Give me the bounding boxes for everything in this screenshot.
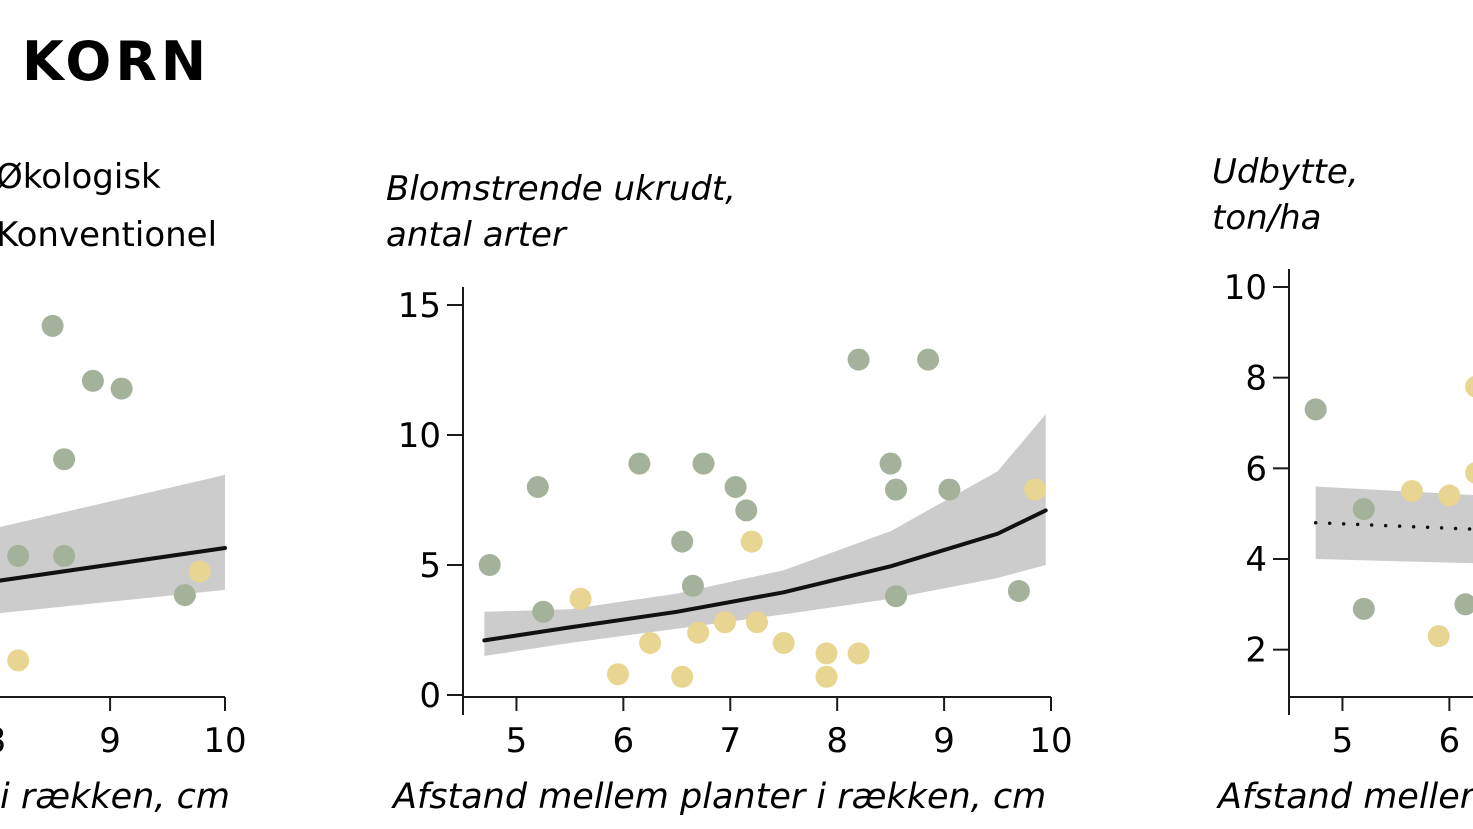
point-conventional [1024,478,1046,501]
point-organic [735,499,758,522]
point-organic [681,574,704,597]
x-tick-label: 5 [1332,721,1354,761]
chart-left: 8 9 10 i rækken, cm [0,314,247,817]
point-conventional [847,642,870,665]
x-tick-label: 7 [719,721,741,761]
point-conventional [671,665,694,688]
x-axis-label: Afstand mellem planter i rækken, cm [391,777,1046,817]
point-organic [532,600,555,623]
point-conventional [815,665,838,688]
point-conventional [740,530,763,553]
point-conventional [772,632,795,654]
y-axis-label: ton/ha [1212,198,1322,238]
y-tick-label: 5 [419,546,441,586]
point-conventional [1465,462,1473,484]
point-organic [885,478,907,501]
point-organic [692,452,715,475]
x-tick-label: 6 [1439,721,1461,761]
y-tick-label: 4 [1245,540,1267,580]
y-tick-label: 10 [398,416,441,456]
point-organic [53,544,76,567]
point-conventional [1400,480,1423,502]
x-tick-label: 10 [1029,721,1072,761]
legend: Økologisk Konventionel [0,157,217,255]
point-conventional [815,642,838,665]
point-conventional [746,611,768,634]
x-tick-label: 8 [0,721,6,761]
legend-label-conventional: Konventionel [0,215,217,255]
x-tick-label: 6 [613,721,635,761]
point-organic [1304,398,1327,421]
point-conventional [713,611,736,634]
point-organic [478,554,501,576]
point-organic [847,348,870,371]
y-tick-label: 6 [1245,449,1267,489]
x-tick-label: 5 [506,721,528,761]
point-organic [938,478,961,501]
x-tick-label: 8 [826,721,848,761]
point-conventional [687,621,710,644]
point-organic [1454,593,1473,616]
point-organic [41,314,64,337]
point-conventional [607,663,629,686]
point-organic [917,348,940,371]
point-organic [628,452,651,475]
point-organic [7,544,30,567]
point-organic [1007,580,1030,602]
point-conventional [639,632,662,654]
y-axis-label: antal arter [386,215,568,255]
point-conventional [188,560,211,583]
point-organic [173,584,196,607]
y-axis-label: Blomstrende ukrudt, [386,169,736,209]
chart-weed-species: 5 6 7 8 9 10 0 5 10 15 Afstand mellem planter i ræ… [386,169,1073,817]
point-conventional [7,649,30,672]
legend-label-organic: Økologisk [0,157,161,197]
trend-line [0,546,227,583]
point-organic [110,377,133,400]
point-organic [885,585,907,608]
point-organic [526,476,549,498]
x-axis-label: Afstand mellem [1216,777,1473,817]
point-organic [53,448,76,471]
trend-line [1313,520,1473,531]
point-conventional [1427,625,1450,648]
x-tick-label: 9 [933,721,955,761]
trend-line [482,508,1048,643]
y-tick-label: 8 [1245,359,1267,399]
y-axis-label: Udbytte, [1212,152,1359,192]
y-tick-label: 0 [419,676,441,716]
y-tick-label: 10 [1224,268,1267,308]
point-organic [879,452,902,475]
y-tick-label: 15 [398,286,441,326]
point-conventional [1438,484,1461,507]
point-conventional [569,587,592,610]
point-conventional [1465,376,1473,398]
point-organic [1352,498,1375,521]
x-tick-label: 10 [203,721,246,761]
point-organic [671,530,694,553]
confidence-band [0,474,225,614]
point-organic [81,369,104,392]
figure-title: KORN [22,30,210,93]
chart-yield: 5 6 2 4 6 8 10 Afstand mellem Udbytte, ton/ha [1212,152,1473,817]
point-organic [724,476,747,498]
x-axis-label: i rækken, cm [0,777,230,817]
point-organic [1352,597,1375,620]
y-tick-label: 2 [1245,631,1267,671]
x-tick-label: 9 [99,721,121,761]
